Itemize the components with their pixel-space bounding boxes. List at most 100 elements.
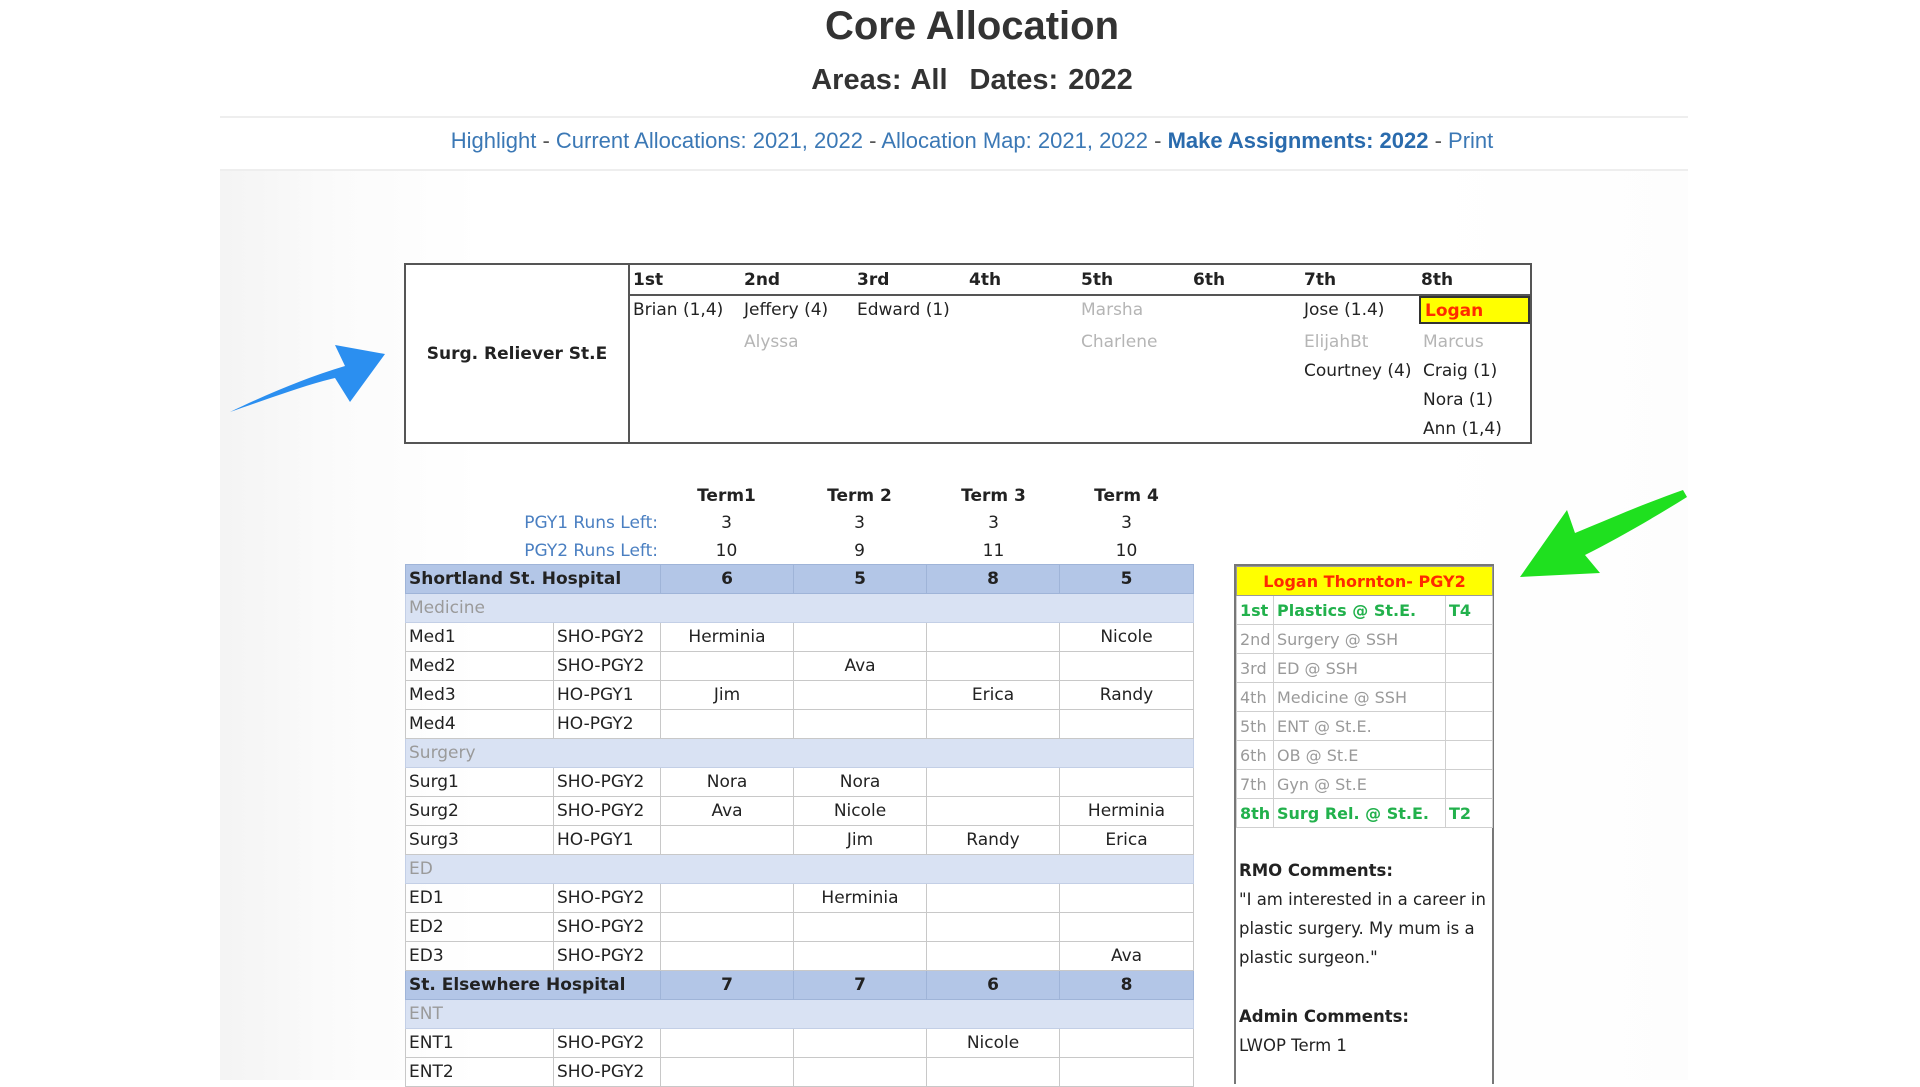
current-allocations-2022-link[interactable]: 2022 — [814, 128, 863, 153]
assignment-cell[interactable] — [660, 709, 794, 739]
applicant-name-muted[interactable]: Charlene — [1081, 332, 1158, 352]
area-row: ED — [405, 854, 1194, 884]
run-level: SHO-PGY2 — [553, 1028, 661, 1058]
hospital-term-count: 8 — [926, 564, 1060, 594]
assignment-cell[interactable]: Erica — [1059, 825, 1194, 855]
dates-filter-label: Dates: 2022 — [969, 64, 1133, 96]
page-subtitle: Areas: All Dates: 2022 — [0, 64, 1920, 97]
assignment-cell[interactable]: Jim — [660, 680, 794, 710]
assignment-cell[interactable] — [660, 912, 794, 942]
assignment-cell[interactable] — [660, 651, 794, 681]
assignment-cell[interactable] — [1059, 912, 1194, 942]
assignment-cell[interactable]: Herminia — [793, 883, 927, 913]
area-name: Medicine — [405, 593, 1194, 623]
applicant-name[interactable]: Brian (1,4) — [633, 300, 724, 320]
assignment-cell[interactable] — [926, 941, 1060, 971]
reliever-header-row: 1st 2nd 3rd 4th 5th 6th 7th 8th — [630, 265, 1530, 296]
applicant-name[interactable]: Courtney (4) — [1304, 361, 1412, 381]
applicant-name-muted[interactable]: ElijahBt — [1304, 332, 1369, 352]
reliever-run-label: Surg. Reliever St.E — [406, 265, 630, 442]
assignment-cell[interactable]: Ava — [660, 796, 794, 826]
applicant-name-muted[interactable]: Alyssa — [744, 332, 799, 352]
assignment-cell[interactable]: Ava — [793, 651, 927, 681]
assignment-cell[interactable] — [660, 883, 794, 913]
preference-term: T2 — [1444, 798, 1494, 828]
assignment-cell[interactable]: Nora — [793, 767, 927, 797]
preference-rank: 4th — [1236, 682, 1274, 712]
allocation-map-2021-link[interactable]: 2021 — [1037, 128, 1087, 153]
assignment-cell[interactable] — [660, 941, 794, 971]
assignment-cell[interactable] — [926, 796, 1060, 826]
preference-row: 4th Medicine @ SSH — [1236, 682, 1494, 712]
assignment-cell[interactable] — [926, 651, 1060, 681]
assignment-cell[interactable]: Nora — [660, 767, 794, 797]
assignment-cell[interactable] — [926, 767, 1060, 797]
assignment-cell[interactable] — [793, 709, 927, 739]
nav-divider-top — [220, 116, 1688, 118]
applicant-name-muted[interactable]: Marcus — [1423, 332, 1484, 352]
assignment-cell[interactable] — [793, 912, 927, 942]
assignment-cell[interactable]: Herminia — [660, 622, 794, 652]
assignment-cell[interactable] — [793, 1028, 927, 1058]
preference-row: 8th Surg Rel. @ St.E. T2 — [1236, 798, 1494, 828]
assignment-cell[interactable] — [1059, 651, 1194, 681]
print-link[interactable]: Print — [1448, 128, 1494, 153]
pgy1-runs-left-label: PGY1 Runs Left: — [524, 513, 658, 533]
current-allocations-2021-link[interactable]: 2021 — [752, 128, 802, 153]
applicant-name[interactable]: Craig (1) — [1423, 361, 1498, 381]
assignment-cell[interactable] — [926, 912, 1060, 942]
hospital-term-count: 6 — [926, 970, 1060, 1000]
assignment-cell[interactable] — [660, 1028, 794, 1058]
preference-term — [1444, 740, 1494, 770]
area-name: Surgery — [405, 738, 1194, 768]
preference-rank: 2nd — [1236, 624, 1274, 654]
run-row: ED1 SHO-PGY2 Herminia — [405, 883, 1194, 913]
runs-grid: Shortland St. Hospital 6 5 8 5 Medicine … — [405, 564, 1194, 1087]
rmo-comments-text: "I am interested in a career in plastic … — [1239, 890, 1486, 967]
highlighted-applicant-name: Logan — [1425, 301, 1484, 321]
preference-rank: 1st — [1236, 595, 1274, 625]
assignment-cell[interactable]: Randy — [926, 825, 1060, 855]
term-header: Term1 — [697, 486, 756, 506]
applicant-name[interactable]: Edward (1) — [857, 300, 950, 320]
run-level: SHO-PGY2 — [553, 883, 661, 913]
assignment-cell[interactable] — [660, 825, 794, 855]
assignment-cell[interactable] — [1059, 709, 1194, 739]
assignment-cell[interactable]: Nicole — [1059, 622, 1194, 652]
applicant-name[interactable]: Ann (1,4) — [1423, 419, 1502, 439]
assignment-cell[interactable]: Nicole — [793, 796, 927, 826]
assignment-cell[interactable] — [793, 1057, 927, 1087]
hospital-name: Shortland St. Hospital — [405, 564, 661, 594]
assignment-cell[interactable] — [1059, 1057, 1194, 1087]
assignment-cell[interactable] — [926, 883, 1060, 913]
assignment-cell[interactable] — [1059, 1028, 1194, 1058]
nav-separator: - — [1154, 128, 1162, 153]
assignment-cell[interactable] — [660, 1057, 794, 1087]
assignment-cell[interactable] — [793, 680, 927, 710]
preference-row: 1st Plastics @ St.E. T4 — [1236, 595, 1494, 625]
assignment-cell[interactable]: Erica — [926, 680, 1060, 710]
assignment-cell[interactable] — [926, 709, 1060, 739]
rank-header-5th: 5th — [1081, 270, 1114, 290]
assignment-cell[interactable]: Jim — [793, 825, 927, 855]
run-name: Med1 — [405, 622, 554, 652]
assignment-cell[interactable] — [793, 941, 927, 971]
preference-term — [1444, 711, 1494, 741]
applicant-name[interactable]: Jeffery (4) — [744, 300, 829, 320]
highlighted-applicant-cell[interactable]: Logan — [1419, 296, 1530, 324]
assignment-cell[interactable] — [1059, 767, 1194, 797]
assignment-cell[interactable]: Randy — [1059, 680, 1194, 710]
assignment-cell[interactable]: Herminia — [1059, 796, 1194, 826]
highlight-link[interactable]: Highlight — [450, 128, 537, 153]
assignment-cell[interactable]: Ava — [1059, 941, 1194, 971]
allocation-map-2022-link[interactable]: 2022 — [1099, 128, 1149, 153]
assignment-cell[interactable] — [926, 1057, 1060, 1087]
applicant-name[interactable]: Nora (1) — [1423, 390, 1494, 410]
applicant-name[interactable]: Jose (1.4) — [1304, 300, 1385, 320]
make-assignments-link[interactable]: Make Assignments: 2022 — [1167, 128, 1429, 153]
assignment-cell[interactable] — [926, 622, 1060, 652]
assignment-cell[interactable]: Nicole — [926, 1028, 1060, 1058]
assignment-cell[interactable] — [793, 622, 927, 652]
applicant-name-muted[interactable]: Marsha — [1081, 300, 1144, 320]
assignment-cell[interactable] — [1059, 883, 1194, 913]
